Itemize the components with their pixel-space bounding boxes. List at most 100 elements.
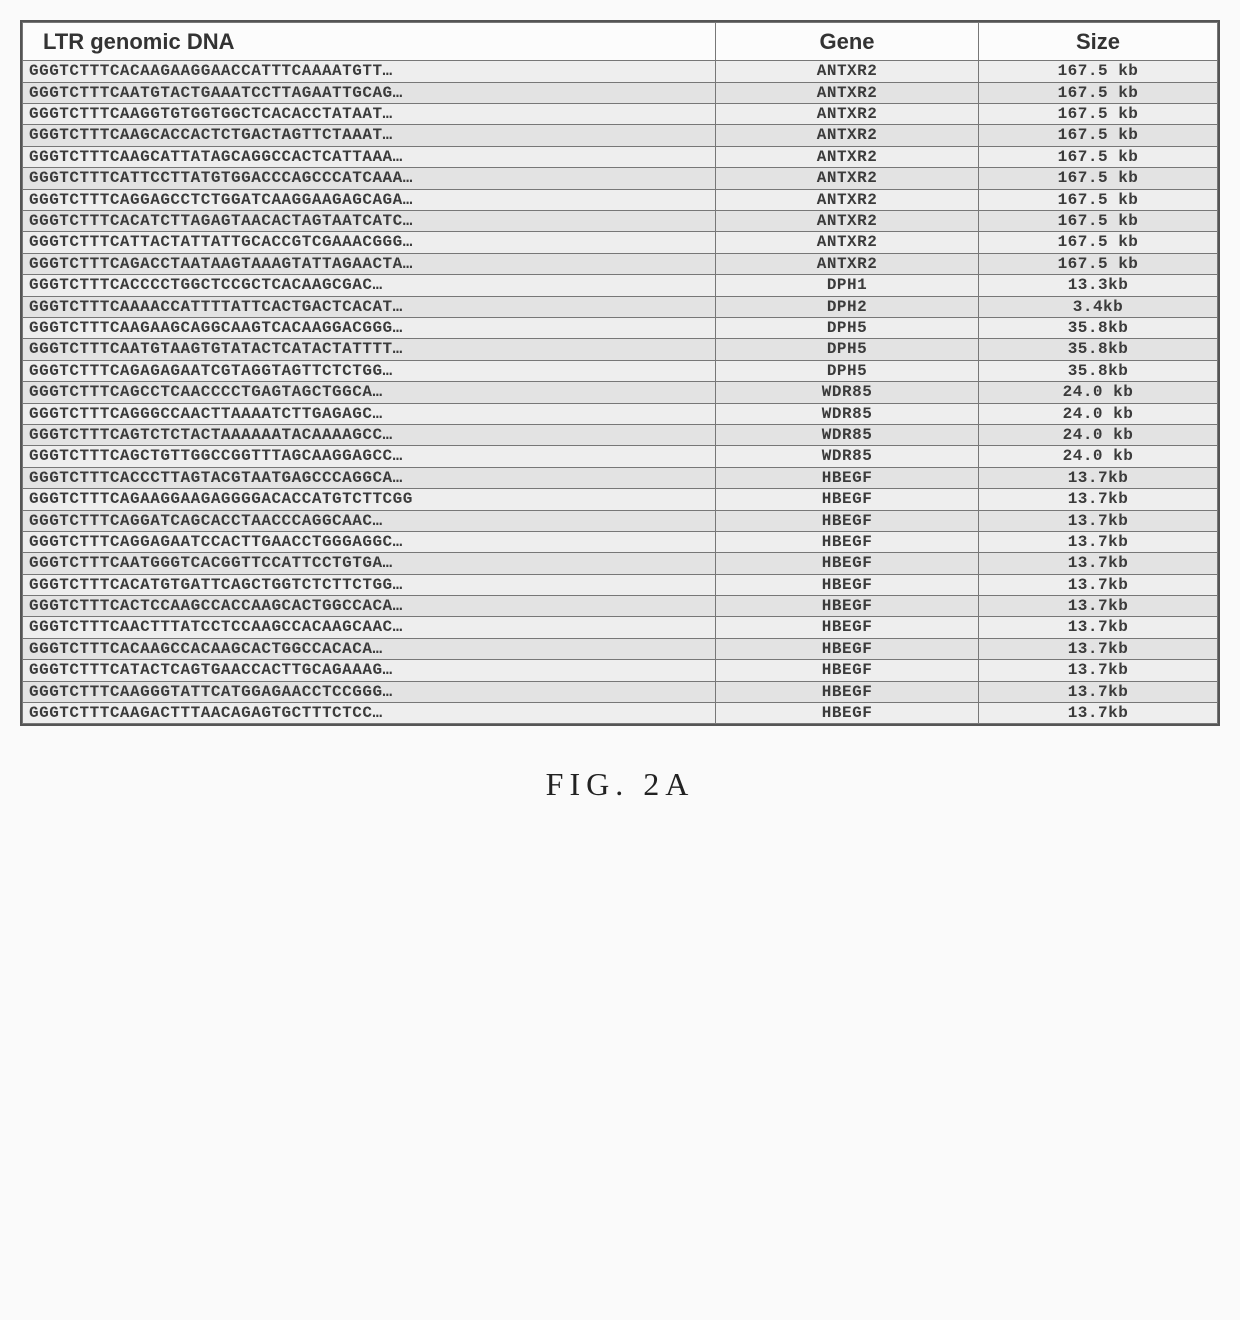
dna-cell: GGGTCTTTCAAGAAGCAGGCAAGTCACAAGGACGGG… — [23, 317, 716, 338]
table-row: GGGTCTTTCAAGGGTATTCATGGAGAACCTCCGGG…HBEG… — [23, 681, 1218, 702]
gene-cell: ANTXR2 — [716, 211, 979, 232]
gene-cell: WDR85 — [716, 403, 979, 424]
table-row: GGGTCTTTCACATCTTAGAGTAACACTAGTAATCATC…AN… — [23, 211, 1218, 232]
dna-cell: GGGTCTTTCAGCTGTTGGCCGGTTTAGCAAGGAGCC… — [23, 446, 716, 467]
size-cell: 167.5 kb — [978, 211, 1217, 232]
table-row: GGGTCTTTCAAGCACCACTCTGACTAGTTCTAAAT…ANTX… — [23, 125, 1218, 146]
gene-cell: HBEGF — [716, 531, 979, 552]
gene-cell: DPH5 — [716, 317, 979, 338]
dna-cell: GGGTCTTTCATTCCTTATGTGGACCCAGCCCATCAAA… — [23, 168, 716, 189]
size-cell: 167.5 kb — [978, 146, 1217, 167]
size-cell: 167.5 kb — [978, 232, 1217, 253]
gene-cell: HBEGF — [716, 553, 979, 574]
size-cell: 167.5 kb — [978, 189, 1217, 210]
gene-cell: DPH5 — [716, 360, 979, 381]
size-cell: 24.0 kb — [978, 403, 1217, 424]
gene-cell: HBEGF — [716, 681, 979, 702]
gene-cell: HBEGF — [716, 638, 979, 659]
size-cell: 24.0 kb — [978, 446, 1217, 467]
dna-cell: GGGTCTTTCACAAGCCACAAGCACTGGCCACACA… — [23, 638, 716, 659]
gene-cell: WDR85 — [716, 382, 979, 403]
table-row: GGGTCTTTCATACTCAGTGAACCACTTGCAGAAAG…HBEG… — [23, 660, 1218, 681]
size-cell: 13.7kb — [978, 617, 1217, 638]
dna-cell: GGGTCTTTCACCCCTGGCTCCGCTCACAAGCGAC… — [23, 275, 716, 296]
table-row: GGGTCTTTCAAGCATTATAGCAGGCCACTCATTAAA…ANT… — [23, 146, 1218, 167]
gene-cell: ANTXR2 — [716, 104, 979, 125]
size-cell: 13.7kb — [978, 574, 1217, 595]
gene-cell: WDR85 — [716, 446, 979, 467]
dna-cell: GGGTCTTTCAATGTAAGTGTATACTCATACTATTTT… — [23, 339, 716, 360]
size-cell: 167.5 kb — [978, 253, 1217, 274]
gene-cell: ANTXR2 — [716, 82, 979, 103]
gene-cell: ANTXR2 — [716, 61, 979, 82]
table-row: GGGTCTTTCAGACCTAATAAGTAAAGTATTAGAACTA…AN… — [23, 253, 1218, 274]
table-body: GGGTCTTTCACAAGAAGGAACCATTTCAAAATGTT…ANTX… — [23, 61, 1218, 724]
gene-cell: ANTXR2 — [716, 232, 979, 253]
dna-cell: GGGTCTTTCAAAACCATTTTATTCACTGACTCACAT… — [23, 296, 716, 317]
header-row: LTR genomic DNA Gene Size — [23, 23, 1218, 61]
dna-cell: GGGTCTTTCAGGAGAATCCACTTGAACCTGGGAGGC… — [23, 531, 716, 552]
figure-caption: FIG. 2A — [20, 766, 1220, 803]
table-row: GGGTCTTTCAATGTACTGAAATCCTTAGAATTGCAG…ANT… — [23, 82, 1218, 103]
gene-cell: HBEGF — [716, 617, 979, 638]
dna-cell: GGGTCTTTCAATGGGTCACGGTTCCATTCCTGTGA… — [23, 553, 716, 574]
size-cell: 167.5 kb — [978, 125, 1217, 146]
gene-cell: HBEGF — [716, 574, 979, 595]
table-row: GGGTCTTTCAAGGTGTGGTGGCTCACACCTATAAT…ANTX… — [23, 104, 1218, 125]
size-cell: 3.4kb — [978, 296, 1217, 317]
size-cell: 13.3kb — [978, 275, 1217, 296]
size-cell: 13.7kb — [978, 660, 1217, 681]
dna-cell: GGGTCTTTCAGAAGGAAGAGGGGACACCATGTCTTCGG — [23, 489, 716, 510]
size-cell: 35.8kb — [978, 339, 1217, 360]
table-row: GGGTCTTTCAGGAGCCTCTGGATCAAGGAAGAGCAGA…AN… — [23, 189, 1218, 210]
size-cell: 13.7kb — [978, 467, 1217, 488]
dna-cell: GGGTCTTTCAGAGAGAATCGTAGGTAGTTCTCTGG… — [23, 360, 716, 381]
dna-cell: GGGTCTTTCACATGTGATTCAGCTGGTCTCTTCTGG… — [23, 574, 716, 595]
size-cell: 35.8kb — [978, 360, 1217, 381]
table-row: GGGTCTTTCACCCCTGGCTCCGCTCACAAGCGAC…DPH11… — [23, 275, 1218, 296]
dna-cell: GGGTCTTTCAGACCTAATAAGTAAAGTATTAGAACTA… — [23, 253, 716, 274]
table-row: GGGTCTTTCAATGGGTCACGGTTCCATTCCTGTGA…HBEG… — [23, 553, 1218, 574]
size-cell: 13.7kb — [978, 638, 1217, 659]
size-cell: 13.7kb — [978, 553, 1217, 574]
dna-cell: GGGTCTTTCAAGGTGTGGTGGCTCACACCTATAAT… — [23, 104, 716, 125]
table-row: GGGTCTTTCATTACTATTATTGCACCGTCGAAACGGG…AN… — [23, 232, 1218, 253]
gene-cell: HBEGF — [716, 596, 979, 617]
table-row: GGGTCTTTCACATGTGATTCAGCTGGTCTCTTCTGG…HBE… — [23, 574, 1218, 595]
gene-cell: DPH5 — [716, 339, 979, 360]
table-row: GGGTCTTTCAGGATCAGCACCTAACCCAGGCAAC…HBEGF… — [23, 510, 1218, 531]
gene-cell: WDR85 — [716, 424, 979, 445]
gene-cell: HBEGF — [716, 703, 979, 724]
size-cell: 13.7kb — [978, 703, 1217, 724]
table-row: GGGTCTTTCACTCCAAGCCACCAAGCACTGGCCACA…HBE… — [23, 596, 1218, 617]
size-cell: 24.0 kb — [978, 424, 1217, 445]
table-row: GGGTCTTTCACCCTTAGTACGTAATGAGCCCAGGCA…HBE… — [23, 467, 1218, 488]
dna-cell: GGGTCTTTCAATGTACTGAAATCCTTAGAATTGCAG… — [23, 82, 716, 103]
size-cell: 24.0 kb — [978, 382, 1217, 403]
size-cell: 13.7kb — [978, 596, 1217, 617]
table-row: GGGTCTTTCACAAGCCACAAGCACTGGCCACACA…HBEGF… — [23, 638, 1218, 659]
gene-cell: ANTXR2 — [716, 146, 979, 167]
dna-cell: GGGTCTTTCACCCTTAGTACGTAATGAGCCCAGGCA… — [23, 467, 716, 488]
dna-cell: GGGTCTTTCACAAGAAGGAACCATTTCAAAATGTT… — [23, 61, 716, 82]
table-row: GGGTCTTTCAGGGCCAACTTAAAATCTTGAGAGC…WDR85… — [23, 403, 1218, 424]
dna-cell: GGGTCTTTCATACTCAGTGAACCACTTGCAGAAAG… — [23, 660, 716, 681]
table-row: GGGTCTTTCAAGACTTTAACAGAGTGCTTTCTCC…HBEGF… — [23, 703, 1218, 724]
dna-cell: GGGTCTTTCATTACTATTATTGCACCGTCGAAACGGG… — [23, 232, 716, 253]
gene-cell: HBEGF — [716, 489, 979, 510]
gene-cell: HBEGF — [716, 510, 979, 531]
size-cell: 13.7kb — [978, 510, 1217, 531]
gene-cell: ANTXR2 — [716, 253, 979, 274]
dna-cell: GGGTCTTTCAGTCTCTACTAAAAAATACAAAAGCC… — [23, 424, 716, 445]
gene-cell: HBEGF — [716, 467, 979, 488]
table-row: GGGTCTTTCATTCCTTATGTGGACCCAGCCCATCAAA…AN… — [23, 168, 1218, 189]
table-row: GGGTCTTTCACAAGAAGGAACCATTTCAAAATGTT…ANTX… — [23, 61, 1218, 82]
dna-cell: GGGTCTTTCAAGGGTATTCATGGAGAACCTCCGGG… — [23, 681, 716, 702]
table-row: GGGTCTTTCAGCTGTTGGCCGGTTTAGCAAGGAGCC…WDR… — [23, 446, 1218, 467]
table-row: GGGTCTTTCAAGAAGCAGGCAAGTCACAAGGACGGG…DPH… — [23, 317, 1218, 338]
col-header-size: Size — [978, 23, 1217, 61]
table-row: GGGTCTTTCAGTCTCTACTAAAAAATACAAAAGCC…WDR8… — [23, 424, 1218, 445]
gene-cell: HBEGF — [716, 660, 979, 681]
gene-cell: ANTXR2 — [716, 125, 979, 146]
size-cell: 13.7kb — [978, 489, 1217, 510]
